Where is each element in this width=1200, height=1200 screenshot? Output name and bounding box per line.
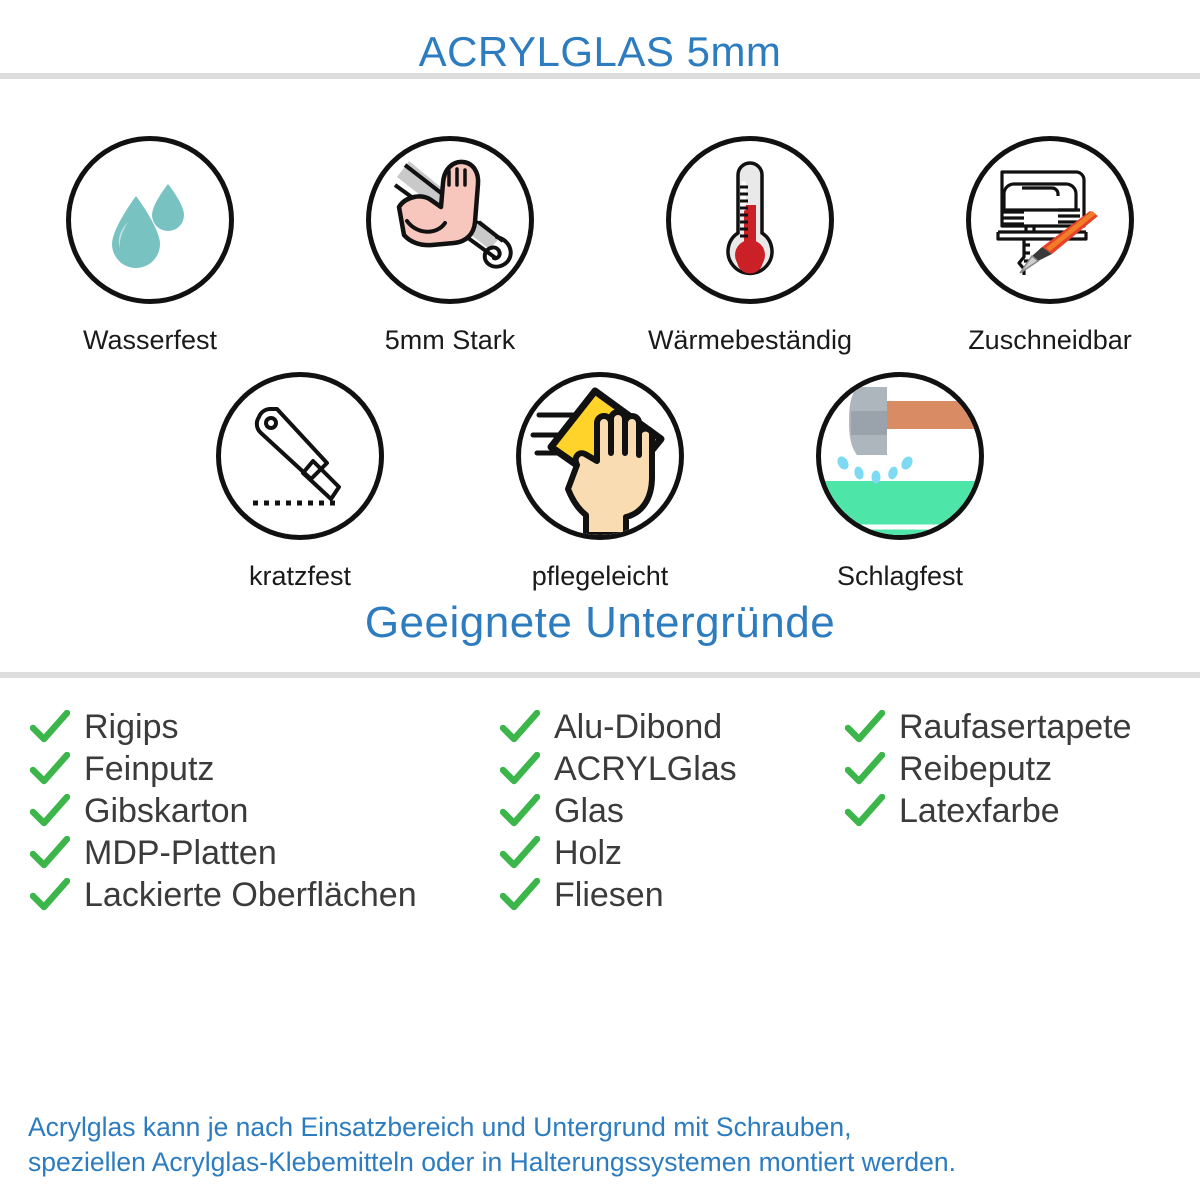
cutter-knife-scratch-icon	[216, 371, 384, 540]
substrate-label: Gibskarton	[84, 792, 249, 831]
substrate-column-2: Alu-Dibond ACRYLGlas Glas Holz Fliesen	[500, 706, 845, 916]
footer-note: Acrylglas kann je nach Einsatzbereich un…	[28, 1110, 1188, 1180]
substrate-label: Fliesen	[554, 876, 664, 915]
feature-kratzfest[interactable]: kratzfest	[150, 371, 450, 592]
substrate-label: Feinputz	[84, 750, 215, 789]
substrate-label: MDP-Platten	[84, 834, 277, 873]
substrates-checklist: Rigips Feinputz Gibskarton MDP-Platten L…	[0, 678, 1200, 916]
jigsaw-cutter-icon	[966, 136, 1134, 304]
green-check-icon	[30, 794, 70, 827]
list-item[interactable]: MDP-Platten	[30, 832, 500, 874]
substrate-label: Holz	[554, 834, 623, 873]
feature-label: Wärmebeständig	[647, 325, 853, 355]
feature-waermebestaendig[interactable]: Wärmebeständig	[600, 136, 900, 356]
feature-schlagfest[interactable]: Schlagfest	[750, 371, 1050, 592]
feature-5mm-stark[interactable]: 5mm Stark	[300, 136, 600, 356]
hand-wiping-cloth-icon	[516, 371, 684, 540]
footer-line-1: Acrylglas kann je nach Einsatzbereich un…	[28, 1112, 852, 1142]
divider-substrates	[0, 672, 1200, 679]
feature-label: Wasserfest	[82, 325, 218, 355]
feature-label: Schlagfest	[836, 560, 964, 591]
feature-zuschneidbar[interactable]: Zuschneidbar	[900, 136, 1200, 356]
list-item[interactable]: Glas	[500, 790, 845, 832]
green-check-icon	[30, 752, 70, 785]
feature-label: 5mm Stark	[384, 325, 516, 355]
substrate-column-1: Rigips Feinputz Gibskarton MDP-Platten L…	[30, 706, 500, 916]
list-item[interactable]: Lackierte Oberflächen	[30, 874, 500, 916]
feature-row-2: kratzfest pflegeleicht	[0, 371, 1200, 592]
divider-top	[0, 73, 1200, 79]
green-check-icon	[500, 710, 540, 743]
feature-label: Zuschneidbar	[968, 325, 1132, 355]
substrate-label: Lackierte Oberflächen	[84, 876, 417, 915]
feature-pflegeleicht[interactable]: pflegeleicht	[450, 371, 750, 592]
green-check-icon	[500, 878, 540, 911]
thermometer-icon	[666, 136, 834, 304]
list-item[interactable]: Rigips	[30, 706, 500, 748]
list-item[interactable]: Gibskarton	[30, 790, 500, 832]
substrate-label: ACRYLGlas	[554, 750, 737, 789]
feature-label: kratzfest	[248, 560, 352, 591]
substrate-label: Rigips	[84, 708, 179, 747]
green-check-icon	[500, 794, 540, 827]
list-item[interactable]: Holz	[500, 832, 845, 874]
list-item[interactable]: Latexfarbe	[845, 790, 1190, 832]
green-check-icon	[30, 836, 70, 869]
feature-row-1: Wasserfest 5mm Stark	[0, 136, 1200, 356]
feature-wasserfest[interactable]: Wasserfest	[0, 136, 300, 356]
list-item[interactable]: Fliesen	[500, 874, 845, 916]
substrate-label: Raufasertapete	[899, 708, 1132, 747]
green-check-icon	[845, 710, 885, 743]
footer-line-2: speziellen Acrylglas-Klebemitteln oder i…	[28, 1146, 956, 1177]
list-item[interactable]: Feinputz	[30, 748, 500, 790]
substrate-column-3: Raufasertapete Reibeputz Latexfarbe	[845, 706, 1190, 916]
substrate-label: Glas	[554, 792, 624, 831]
substrate-label: Reibeputz	[899, 750, 1053, 789]
substrate-label: Latexfarbe	[899, 792, 1060, 831]
water-drops-icon	[66, 136, 234, 304]
green-check-icon	[30, 878, 70, 911]
green-check-icon	[500, 836, 540, 869]
list-item[interactable]: Reibeputz	[845, 748, 1190, 790]
list-item[interactable]: ACRYLGlas	[500, 748, 845, 790]
green-check-icon	[30, 710, 70, 743]
green-check-icon	[845, 794, 885, 827]
hammer-impact-icon	[816, 371, 984, 540]
list-item[interactable]: Raufasertapete	[845, 706, 1190, 748]
feature-label: pflegeleicht	[531, 560, 669, 591]
page-title: ACRYLGLAS 5mm	[418, 28, 782, 75]
flexed-bicep-icon	[366, 136, 534, 304]
substrates-title: Geeignete Untergründe	[364, 598, 836, 648]
substrate-label: Alu-Dibond	[554, 708, 723, 747]
green-check-icon	[845, 752, 885, 785]
green-check-icon	[500, 752, 540, 785]
list-item[interactable]: Alu-Dibond	[500, 706, 845, 748]
